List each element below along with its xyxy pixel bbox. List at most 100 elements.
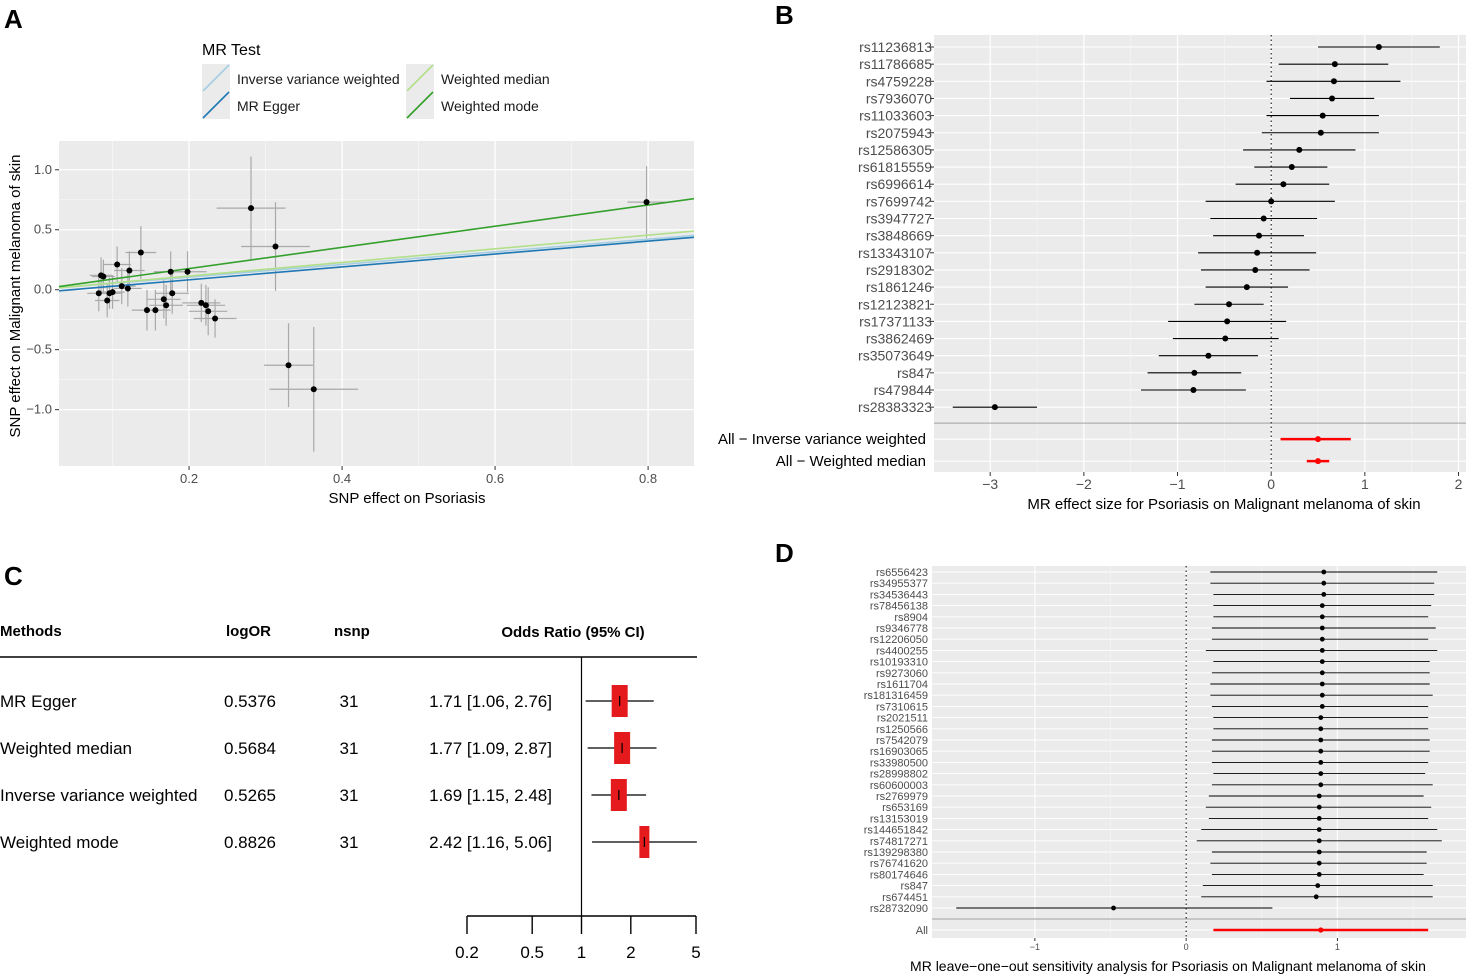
scatter-point	[184, 268, 191, 275]
panel-c-table-forest: C Methods logOR nsnp Odds Ratio (95% CI) MR …	[0, 561, 701, 962]
forest-b-point	[1375, 44, 1382, 50]
forest-d-snp-label: rs28998802	[870, 769, 928, 781]
table-method-cell: Weighted mode	[0, 833, 119, 852]
forest-b-point	[1317, 129, 1324, 136]
table-method-cell: Weighted median	[0, 739, 132, 758]
forest-b-snp-label: rs6996614	[866, 176, 932, 192]
forest-d-snp-label: rs80174646	[870, 869, 928, 881]
forest-d-summary-point	[1318, 927, 1324, 933]
legend-label: MR Egger	[237, 98, 300, 114]
scatter-y-tick-label: 0.0	[34, 282, 52, 297]
forest-b-x-tick-label: −1	[1170, 476, 1186, 492]
scatter-point	[169, 290, 176, 297]
forest-d-point	[1316, 804, 1322, 810]
scatter-point	[126, 267, 133, 274]
forest-d-point	[1319, 692, 1325, 698]
forest-b-point	[1256, 232, 1263, 239]
table-header-nsnp: nsnp	[334, 623, 370, 640]
forest-d-point	[1316, 827, 1322, 832]
table-logor-cell: 0.5265	[224, 786, 276, 805]
forest-d-snp-label: rs16903065	[870, 746, 928, 758]
forest-plot-d-area: −1 0 1 rs6556423rs34955377rs34536443rs78456…	[864, 566, 1466, 952]
forest-d-point	[1316, 860, 1322, 866]
forest-b-point	[1296, 146, 1303, 153]
forest-d-snp-label: rs60600003	[870, 780, 928, 792]
forest-d-point	[1315, 883, 1321, 888]
panel-a-scatter: A MR Test Inverse variance weighted MR Egg…	[4, 4, 694, 507]
forest-d-snp-label: rs34536443	[870, 589, 928, 601]
forest-b-point	[1243, 284, 1250, 291]
forest-d-point	[1316, 849, 1322, 855]
forest-d-snp-label: rs34955377	[870, 578, 928, 590]
forest-b-snp-label: rs12586305	[858, 142, 932, 158]
legend-label: Weighted median	[441, 71, 550, 87]
forest-b-snp-label: rs4759228	[866, 73, 932, 89]
panel-d-leave-one-out: D −1 0 1 rs6556423rs34955377rs34536443rs784…	[775, 538, 1466, 974]
forest-b-summary-label: All − Inverse variance weighted	[718, 431, 926, 448]
forest-d-snp-label: rs13153019	[870, 813, 928, 825]
panel-a-letter: A	[4, 4, 23, 34]
forest-d-snp-label: rs7542079	[876, 735, 928, 747]
table-nsnp-cell: 31	[340, 833, 359, 852]
forest-d-point	[1318, 771, 1324, 776]
forest-b-point	[1190, 387, 1197, 393]
forest-d-point	[1316, 838, 1322, 844]
forest-d-snp-label: rs78456138	[870, 601, 928, 613]
scatter-point	[118, 283, 125, 290]
forest-d-point	[1319, 670, 1325, 676]
forest-b-x-tick-label: −3	[982, 476, 998, 492]
table-nsnp-cell: 31	[340, 786, 359, 805]
scatter-legend: MR Test Inverse variance weighted MR Egger…	[202, 42, 550, 119]
forest-d-x-axis-title: MR leave−one−out sensitivity analysis fo…	[910, 958, 1426, 974]
forest-d-summary-label: All	[916, 925, 928, 937]
forest-d-x-tick-label: −1	[1030, 942, 1040, 952]
scatter-point	[137, 249, 144, 256]
forest-d-panel-background	[932, 566, 1466, 938]
forest-d-snp-label: rs76741620	[870, 858, 928, 870]
scatter-panel-background	[59, 141, 694, 466]
forest-d-snp-label: rs9346778	[876, 623, 928, 635]
table-logor-cell: 0.5376	[224, 692, 276, 711]
forest-d-snp-label: rs8904	[894, 612, 928, 624]
forest-b-snp-label: rs3862469	[866, 331, 932, 347]
forest-b-point	[1329, 95, 1336, 102]
panel-c-letter: C	[4, 561, 23, 591]
scatter-point	[109, 289, 116, 296]
forest-b-point	[1260, 215, 1267, 222]
forest-d-snp-label: rs847	[900, 881, 928, 893]
forest-d-point	[1319, 614, 1325, 620]
forest-b-snp-label: rs7936070	[866, 90, 932, 106]
table-method-cell: Inverse variance weighted	[0, 786, 198, 805]
table-header-methods: Methods	[0, 623, 62, 640]
forest-b-point	[1268, 198, 1275, 205]
forest-d-snp-label: rs10193310	[870, 657, 928, 669]
legend-key-line	[406, 91, 434, 119]
scatter-plot-area: 0.2 0.4 0.6 0.8 −1.0 −0.5 0.0 0.5 1.0	[26, 141, 694, 486]
table-x-tick-label: 2	[626, 943, 635, 962]
scatter-point	[272, 243, 279, 250]
forest-d-x-tick-label: 0	[1184, 942, 1189, 952]
forest-b-point	[1252, 266, 1259, 273]
forest-d-snp-label: rs1250566	[876, 724, 928, 736]
table-logor-cell: 0.8826	[224, 833, 276, 852]
scatter-point	[124, 285, 131, 292]
forest-d-snp-label: rs139298380	[864, 847, 928, 859]
scatter-regression-line	[59, 230, 694, 289]
forest-d-snp-label: rs144651842	[864, 825, 928, 837]
forest-d-point	[1319, 704, 1325, 709]
scatter-x-tick-label: 0.8	[639, 471, 657, 486]
table-method-cell: MR Egger	[0, 692, 77, 711]
forest-d-point	[1318, 715, 1324, 720]
forest-d-snp-label: rs12206050	[870, 634, 928, 646]
scatter-regression-line	[59, 197, 694, 288]
scatter-y-tick-label: −1.0	[26, 402, 52, 417]
forest-b-summary-point	[1315, 436, 1322, 443]
scatter-point	[202, 302, 209, 309]
forest-b-point	[1319, 112, 1326, 119]
forest-b-point	[1224, 318, 1231, 325]
scatter-point	[310, 386, 317, 393]
forest-b-summary-point	[1315, 458, 1322, 465]
forest-b-snp-label: rs11236813	[859, 39, 932, 55]
forest-b-snp-label: rs35073649	[858, 348, 932, 364]
